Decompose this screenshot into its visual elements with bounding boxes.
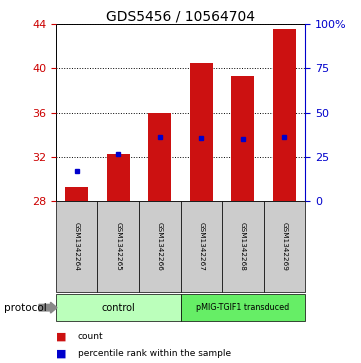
Bar <box>107 154 130 201</box>
Text: GSM1342269: GSM1342269 <box>281 223 287 271</box>
Text: GSM1342265: GSM1342265 <box>115 223 121 271</box>
Text: GSM1342267: GSM1342267 <box>198 223 204 271</box>
Bar <box>190 62 213 201</box>
Bar <box>65 187 88 201</box>
Text: count: count <box>78 332 103 341</box>
Bar <box>231 76 254 201</box>
Text: GSM1342268: GSM1342268 <box>240 223 246 271</box>
Text: pMIG-TGIF1 transduced: pMIG-TGIF1 transduced <box>196 303 290 312</box>
Text: ■: ■ <box>56 331 66 342</box>
Bar <box>148 113 171 201</box>
Text: ■: ■ <box>56 348 66 358</box>
Text: protocol: protocol <box>4 303 46 313</box>
Text: GSM1342264: GSM1342264 <box>74 223 80 271</box>
Text: control: control <box>101 303 135 313</box>
Text: GDS5456 / 10564704: GDS5456 / 10564704 <box>106 9 255 23</box>
Text: percentile rank within the sample: percentile rank within the sample <box>78 349 231 358</box>
Text: GSM1342266: GSM1342266 <box>157 223 163 271</box>
Bar <box>273 29 296 201</box>
